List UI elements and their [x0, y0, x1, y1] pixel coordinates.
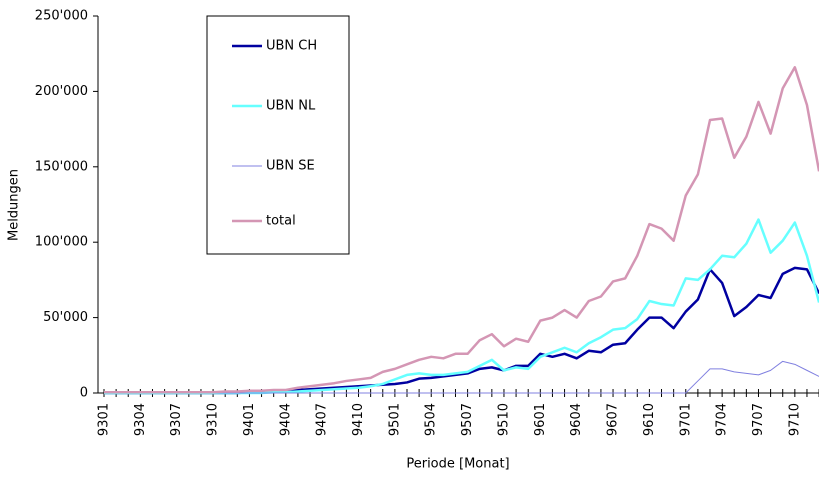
x-tick-label: 9710 — [787, 403, 802, 436]
y-tick-label: 250'000 — [35, 9, 88, 24]
legend-label: total — [266, 214, 296, 229]
x-tick-label: 9407 — [315, 403, 330, 436]
x-tick-label: 9501 — [387, 403, 402, 436]
x-tick-label: 9504 — [424, 403, 439, 436]
x-tick-label: 9304 — [133, 403, 148, 436]
y-tick-label: 150'000 — [35, 159, 88, 174]
y-tick-label: 50'000 — [43, 310, 88, 325]
y-tick-label: 100'000 — [35, 235, 88, 250]
x-tick-label: 9301 — [97, 403, 112, 436]
legend-label: UBN SE — [266, 159, 315, 174]
y-tick-label: 0 — [80, 386, 88, 401]
x-tick-label: 9701 — [678, 403, 693, 436]
y-axis-label: Meldungen — [7, 169, 22, 241]
x-tick-label: 9507 — [460, 403, 475, 436]
legend-box — [206, 15, 350, 255]
legend-label: UBN CH — [266, 39, 317, 54]
legend-label: UBN NL — [266, 99, 316, 114]
series-line — [104, 66, 819, 394]
x-tick-label: 9404 — [278, 403, 293, 436]
x-tick-label: 9610 — [642, 403, 657, 436]
x-tick-label: 9704 — [715, 403, 730, 436]
x-tick-label: 9410 — [351, 403, 366, 436]
x-tick-label: 9707 — [751, 403, 766, 436]
x-tick-label: 9310 — [206, 403, 221, 436]
x-tick-label: 9607 — [606, 403, 621, 436]
series-line — [104, 266, 819, 395]
y-tick-label: 200'000 — [35, 84, 88, 99]
x-tick-label: 9401 — [242, 403, 257, 436]
x-tick-label: 9601 — [533, 403, 548, 436]
x-tick-label: 9510 — [496, 403, 511, 436]
x-tick-label: 9604 — [569, 403, 584, 436]
x-tick-label: 9307 — [169, 403, 184, 436]
x-axis-label: Periode [Monat] — [406, 457, 509, 472]
series-line — [104, 360, 819, 394]
